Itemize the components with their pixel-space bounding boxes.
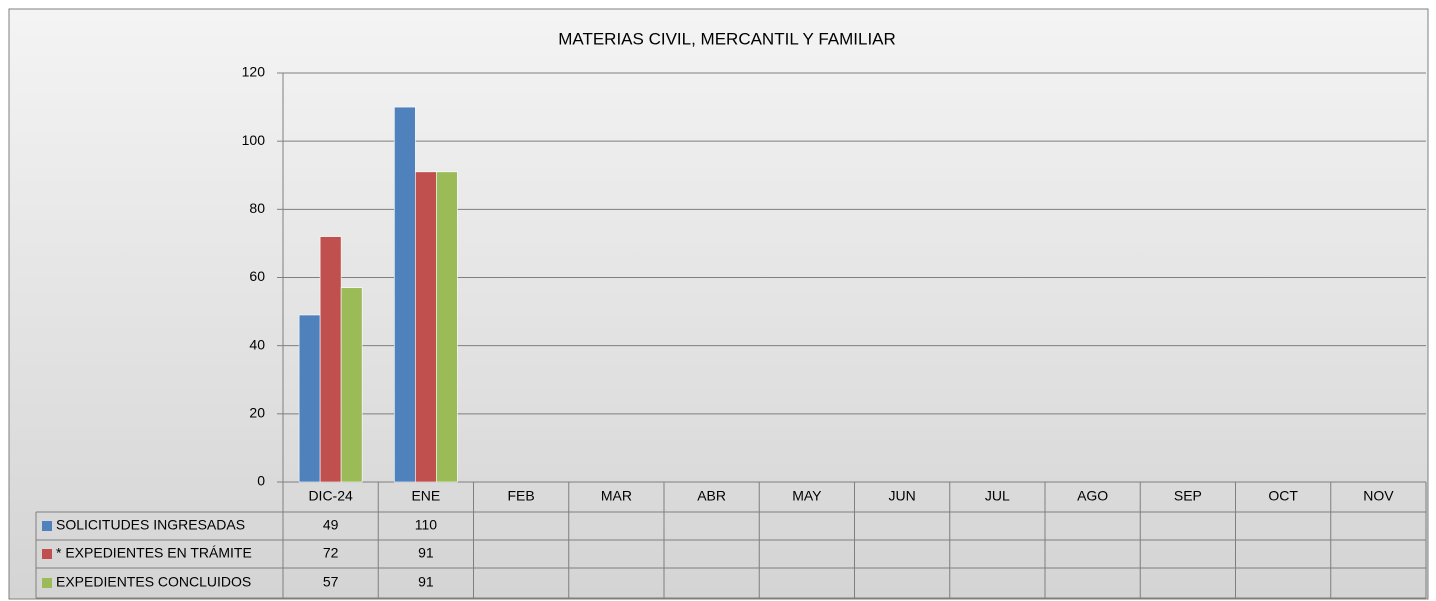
bar <box>415 171 437 483</box>
x-tick-label: AGO <box>1077 488 1108 504</box>
x-tick-label: OCT <box>1268 488 1298 504</box>
x-tick-label: JUL <box>985 488 1010 504</box>
y-tick-label: 0 <box>257 473 265 489</box>
chart-background <box>8 8 1429 600</box>
bar <box>436 171 458 483</box>
y-tick-label: 120 <box>242 64 266 80</box>
x-tick-label: FEB <box>508 488 535 504</box>
bar <box>319 236 342 483</box>
x-tick-label: JUN <box>889 488 916 504</box>
x-tick-label: DIC-24 <box>308 488 353 504</box>
table-value: 49 <box>323 517 339 533</box>
table-value: 57 <box>323 574 339 590</box>
y-tick-label: 80 <box>249 200 265 216</box>
table-value: 91 <box>418 574 434 590</box>
y-tick-label: 20 <box>249 405 265 421</box>
bar <box>394 106 416 483</box>
legend-key <box>42 549 52 559</box>
x-tick-label: ABR <box>697 488 726 504</box>
chart-title: MATERIAS CIVIL, MERCANTIL Y FAMILIAR <box>558 29 896 48</box>
table-value: 91 <box>418 545 434 561</box>
x-tick-label: ENE <box>411 488 440 504</box>
legend-label: EXPEDIENTES CONCLUIDOS <box>56 574 251 590</box>
y-tick-label: 40 <box>249 336 265 352</box>
legend-key <box>42 578 52 588</box>
table-value: 110 <box>415 517 438 533</box>
x-tick-label: MAY <box>792 488 822 504</box>
y-tick-label: 60 <box>249 268 265 284</box>
x-tick-label: SEP <box>1174 488 1202 504</box>
legend-key <box>42 521 52 531</box>
x-tick-label: MAR <box>601 488 632 504</box>
x-tick-label: NOV <box>1363 488 1394 504</box>
bar <box>340 287 363 483</box>
legend-label: * EXPEDIENTES EN TRÁMITE <box>56 545 252 561</box>
table-value: 72 <box>323 545 339 561</box>
bar <box>298 314 321 483</box>
legend-label: SOLICITUDES INGRESADAS <box>56 517 245 533</box>
y-tick-label: 100 <box>242 132 266 148</box>
